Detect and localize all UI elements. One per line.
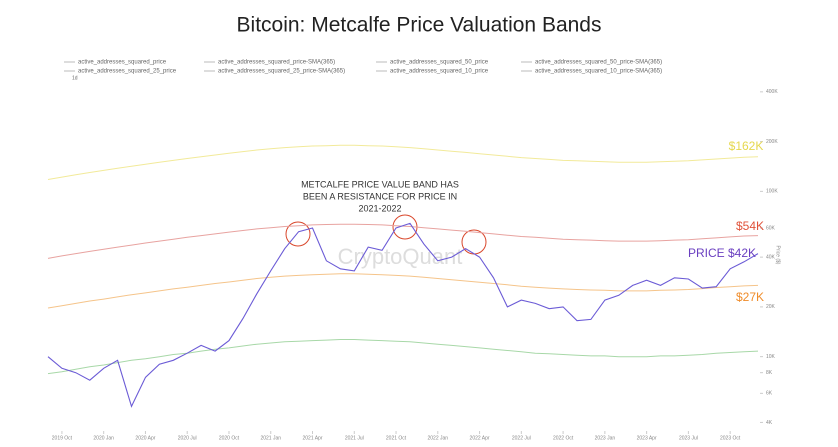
chart-title: Bitcoin: Metcalfe Price Valuation Bands (237, 14, 602, 37)
watermark: CryptoQuant (338, 244, 463, 269)
annotation: METCALFE PRICE VALUE BAND HAS (301, 179, 459, 189)
annotation: 2021-2022 (358, 203, 401, 213)
annotation: BEEN A RESISTANCE FOR PRICE IN (303, 191, 457, 201)
legend-label: active_addresses_squared_price-SMA(365) (218, 60, 335, 66)
x-tick-label: 2020 Jan (93, 435, 114, 441)
x-tick-label: 2019 Oct (52, 435, 73, 441)
x-tick-label: 2023 Jul (679, 435, 698, 441)
band-line (47, 144, 759, 180)
y-tick-label: 8K (766, 370, 773, 376)
x-tick-label: 2022 Jan (428, 435, 449, 441)
annotation: $162K (729, 139, 764, 153)
band-line (47, 273, 759, 309)
legend-label: active_addresses_squared_10_price-SMA(36… (535, 69, 662, 75)
highlight-circle (285, 221, 311, 247)
y-axis-label: Price ($) (775, 246, 781, 265)
x-tick-label: 2023 Apr (637, 435, 657, 441)
x-tick-label: 2021 Apr (302, 435, 322, 441)
annotation: $27K (736, 290, 764, 304)
y-tick-label: 400K (766, 89, 778, 95)
y-tick-label: 4K (766, 420, 773, 426)
x-tick-label: 2021 Oct (386, 435, 407, 441)
y-tick-label: 40K (766, 254, 776, 260)
y-tick-label: 60K (766, 225, 776, 231)
x-tick-label: 2020 Jul (178, 435, 197, 441)
legend-label: active_addresses_squared_price (78, 60, 167, 66)
x-tick-label: 2020 Oct (219, 435, 240, 441)
y-tick-label: 100K (766, 189, 778, 195)
annotation: $54K (736, 219, 764, 233)
legend-label: active_addresses_squared_25_price-SMA(36… (218, 69, 345, 75)
y-tick-label: 10K (766, 354, 776, 360)
y-tick-label: 20K (766, 304, 776, 310)
x-tick-label: 2022 Jul (512, 435, 531, 441)
x-tick-label: 2021 Jul (345, 435, 364, 441)
y-tick-label: 6K (766, 391, 773, 397)
legend-label: active_addresses_squared_50_price (390, 60, 489, 66)
legend-label: active_addresses_squared_25_price (78, 69, 177, 75)
highlight-circle (461, 229, 487, 255)
band-line (47, 339, 759, 375)
legend-label: active_addresses_squared_50_price-SMA(36… (535, 60, 662, 66)
x-tick-label: 2022 Oct (553, 435, 574, 441)
x-tick-label: 2023 Jan (595, 435, 616, 441)
toolbar-label: 1d (72, 75, 78, 81)
y-tick-label: 200K (766, 139, 778, 145)
legend-label: active_addresses_squared_10_price (390, 69, 489, 75)
annotation: PRICE $42K (688, 246, 756, 260)
price-line (47, 222, 759, 408)
x-tick-label: 2020 Apr (135, 435, 155, 441)
x-tick-label: 2022 Apr (470, 435, 490, 441)
x-tick-label: 2023 Oct (720, 435, 741, 441)
x-tick-label: 2021 Jan (260, 435, 281, 441)
